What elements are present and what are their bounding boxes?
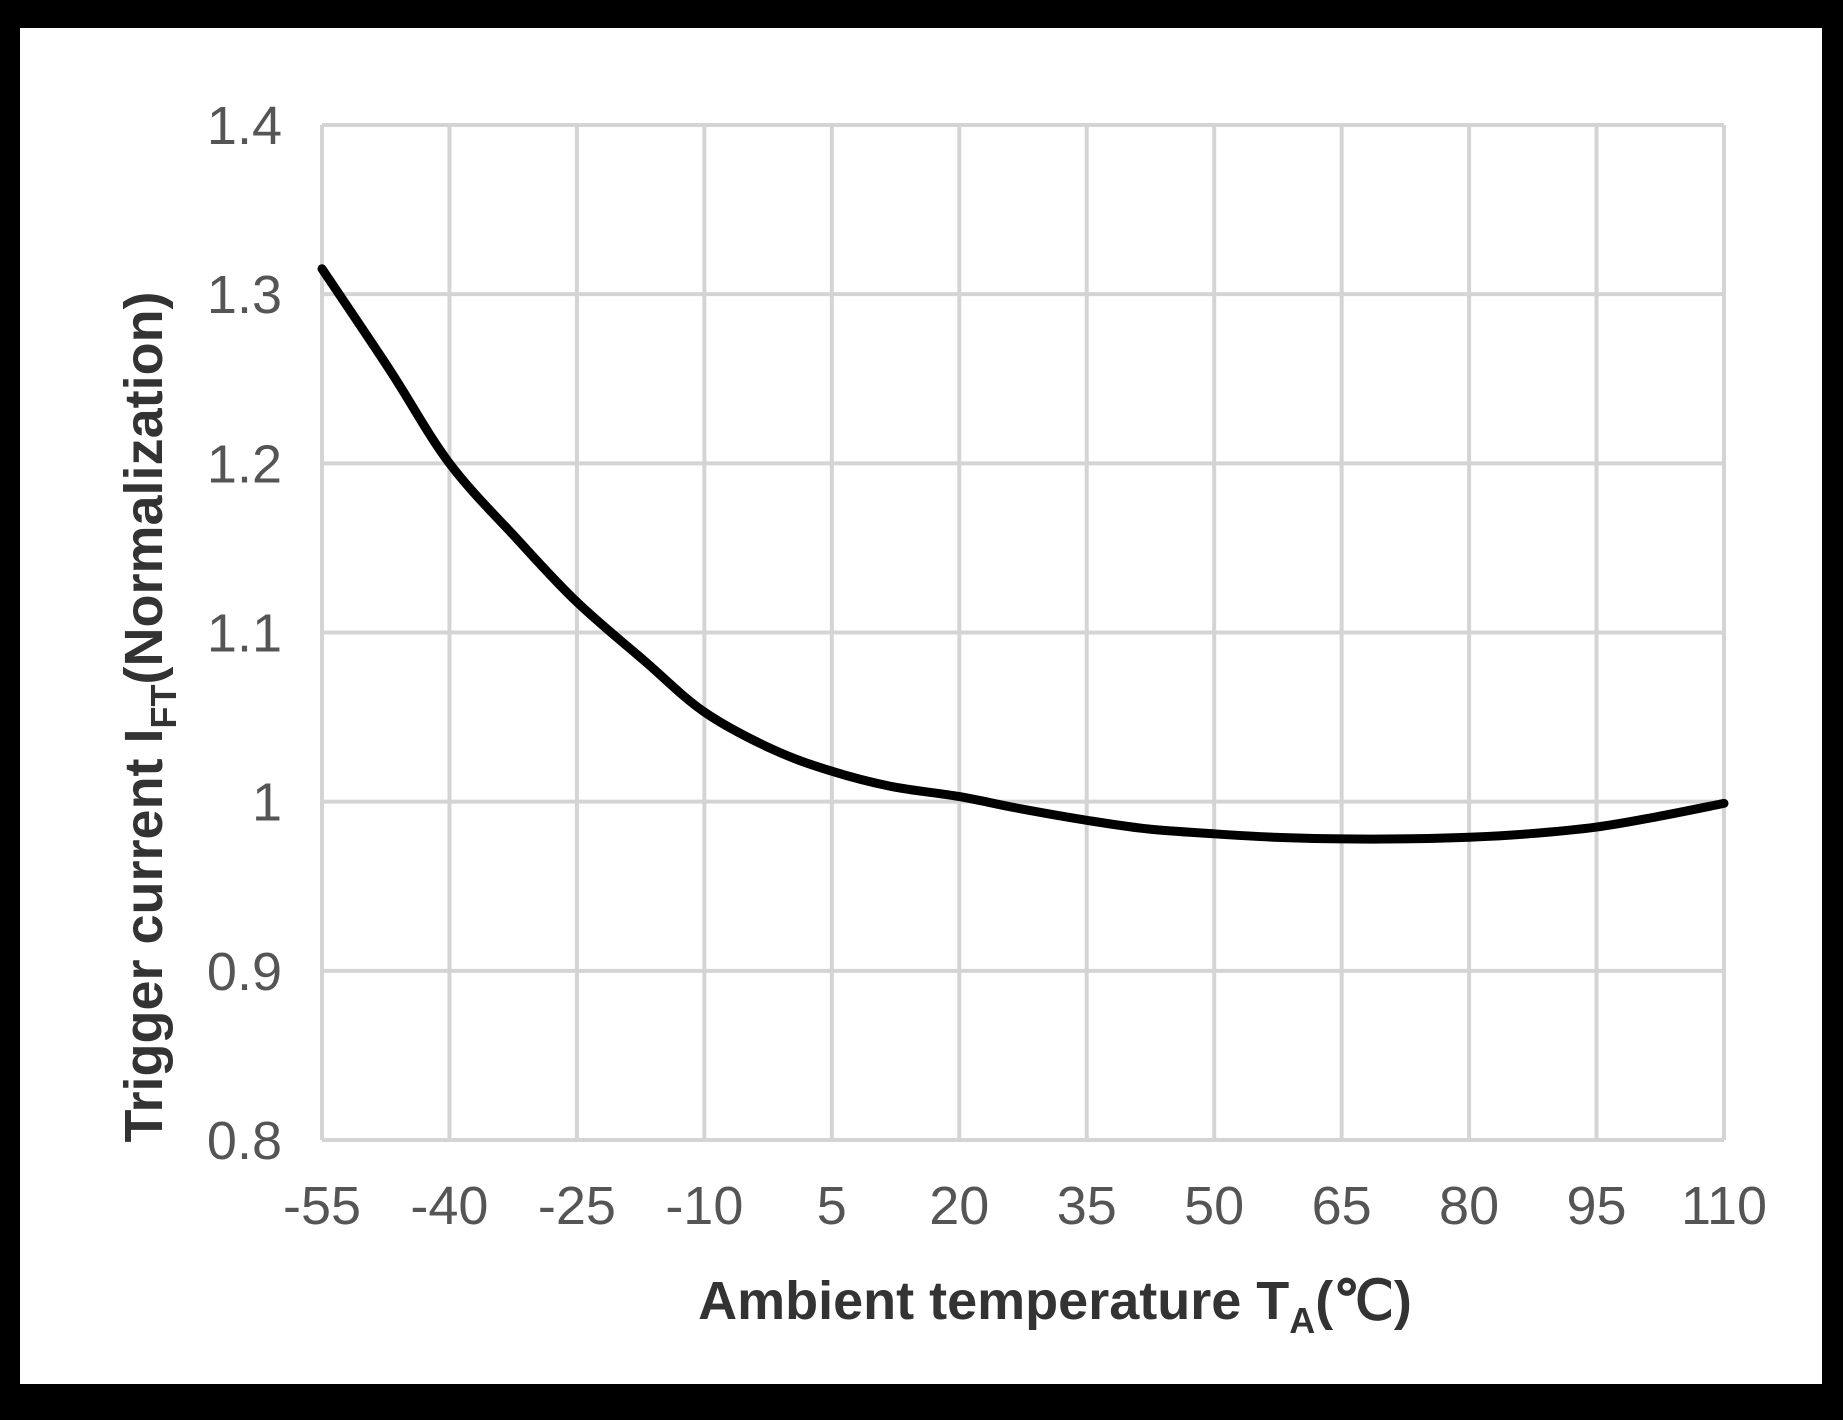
x-tick-label: -10 xyxy=(665,1176,743,1236)
grid xyxy=(320,123,1726,1142)
y-tick-label: 1.3 xyxy=(207,265,282,325)
x-tick-label: -55 xyxy=(283,1176,361,1236)
y-tick-label: 0.9 xyxy=(207,942,282,1002)
y-tick-label: 1.2 xyxy=(207,434,282,494)
y-tick-label: 0.8 xyxy=(207,1111,282,1171)
x-tick-label: 20 xyxy=(929,1176,989,1236)
series-line xyxy=(317,264,1729,844)
x-tick-label: -25 xyxy=(538,1176,616,1236)
chart-svg: 0.8 0.9 1 1.1 1.2 1.3 1.4 -55 -40 -25 -10 5 20 35 50 6… xyxy=(114,96,1767,1341)
y-tick-labels: 0.8 0.9 1 1.1 1.2 1.3 1.4 xyxy=(207,96,282,1171)
y-tick-label: 1 xyxy=(252,773,282,833)
x-tick-label: 50 xyxy=(1184,1176,1244,1236)
x-tick-labels: -55 -40 -25 -10 5 20 35 50 65 80 95 110 xyxy=(283,1176,1767,1236)
y-tick-label: 1.4 xyxy=(207,96,282,156)
x-tick-label: 35 xyxy=(1057,1176,1117,1236)
y-axis-title: Trigger current IFT(Normalization) xyxy=(114,291,184,1142)
x-axis-title: Ambient temperature TA(℃) xyxy=(698,1271,1412,1341)
x-tick-label: 95 xyxy=(1567,1176,1627,1236)
y-tick-label: 1.1 xyxy=(207,604,282,664)
series-layer xyxy=(317,264,1729,844)
x-tick-label: 110 xyxy=(1681,1176,1767,1236)
chart-frame: 0.8 0.9 1 1.1 1.2 1.3 1.4 -55 -40 -25 -10 5 20 35 50 6… xyxy=(20,28,1822,1384)
x-tick-label: -40 xyxy=(410,1176,488,1236)
x-tick-label: 80 xyxy=(1439,1176,1499,1236)
x-tick-label: 5 xyxy=(817,1176,847,1236)
x-tick-label: 65 xyxy=(1312,1176,1372,1236)
